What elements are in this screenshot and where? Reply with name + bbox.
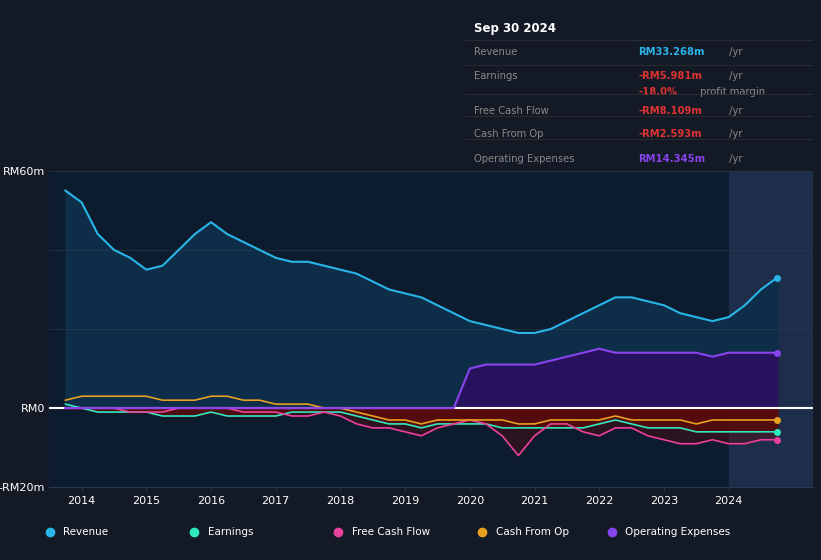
Text: RM33.268m: RM33.268m xyxy=(639,47,704,57)
Text: /yr: /yr xyxy=(727,106,743,116)
Text: /yr: /yr xyxy=(727,47,743,57)
Text: -RM5.981m: -RM5.981m xyxy=(639,71,702,81)
Text: profit margin: profit margin xyxy=(697,87,765,97)
Text: Free Cash Flow: Free Cash Flow xyxy=(352,527,430,537)
Bar xyxy=(729,171,813,487)
Text: /yr: /yr xyxy=(727,128,743,138)
Text: Earnings: Earnings xyxy=(475,71,518,81)
Text: Cash From Op: Cash From Op xyxy=(475,128,544,138)
Text: Earnings: Earnings xyxy=(208,527,253,537)
Text: Sep 30 2024: Sep 30 2024 xyxy=(475,22,557,35)
Text: /yr: /yr xyxy=(727,154,743,164)
Text: Free Cash Flow: Free Cash Flow xyxy=(475,106,549,116)
Text: Revenue: Revenue xyxy=(475,47,518,57)
Text: -18.0%: -18.0% xyxy=(639,87,677,97)
Text: Operating Expenses: Operating Expenses xyxy=(475,154,575,164)
Text: Operating Expenses: Operating Expenses xyxy=(626,527,731,537)
Text: -RM8.109m: -RM8.109m xyxy=(639,106,702,116)
Text: RM14.345m: RM14.345m xyxy=(639,154,705,164)
Text: Revenue: Revenue xyxy=(63,527,108,537)
Text: /yr: /yr xyxy=(727,71,743,81)
Text: -RM2.593m: -RM2.593m xyxy=(639,128,702,138)
Text: Cash From Op: Cash From Op xyxy=(496,527,569,537)
